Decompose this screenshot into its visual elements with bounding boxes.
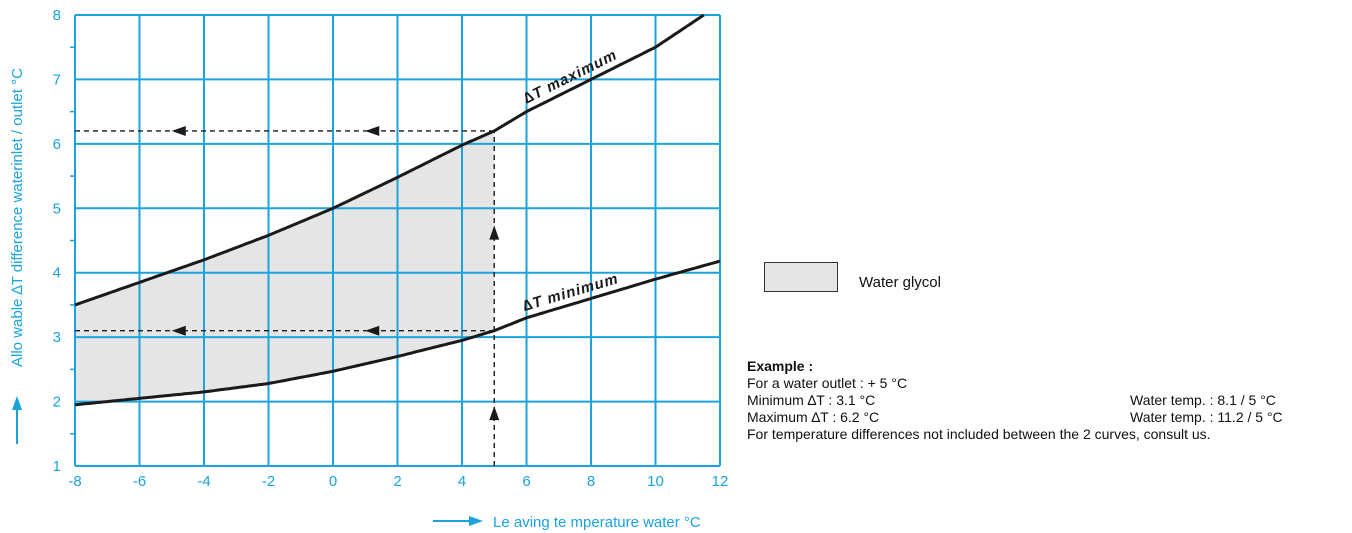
guide-arrow-left [365,325,380,336]
guide-arrow-left [171,125,186,136]
y-axis-title: Allo wable ∆T difference waterinlet / ou… [9,68,26,367]
x-axis-arrow-head [469,516,483,526]
y-tick-label: 3 [53,329,61,346]
x-tick-label: 6 [522,473,530,490]
series-label-delta-t-maximum: ∆T maximum [521,46,620,107]
example-footer: For temperature differences not included… [747,426,1211,442]
series-line-delta-t-minimum [74,259,721,407]
guide-arrow-left [171,325,186,336]
y-tick-label: 4 [53,265,61,282]
x-tick-label: -2 [262,473,275,490]
x-tick-label: 0 [329,473,337,490]
example-line-outlet: For a water outlet : + 5 °C [747,375,908,391]
guide-arrow-up [489,406,500,421]
example-min-water: Water temp. : 8.1 / 5 °C [1130,392,1276,408]
shaded-region-water-glycol [75,130,495,405]
legend-swatch-water-glycol [764,262,838,292]
y-axis-arrow-head [12,396,22,410]
x-tick-label: 2 [393,473,401,490]
x-tick-label: 4 [458,473,466,490]
y-tick-label: 1 [53,458,61,475]
x-tick-label: -6 [133,473,146,490]
example-min-label: Minimum ∆T : 3.1 °C [747,392,876,408]
x-tick-label: 8 [587,473,595,490]
x-axis-title: Le aving te mperature water °C [493,514,701,531]
y-tick-label: 6 [53,136,61,153]
example-max-label: Maximum ∆T : 6.2 °C [747,409,880,425]
example-row-maximum: Maximum ∆T : 6.2 °C Water temp. : 11.2 /… [747,409,1345,426]
x-tick-label: -8 [68,473,81,490]
example-title: Example : [747,358,814,374]
guide-arrow-left [365,125,380,136]
legend-label: Water glycol [859,274,941,291]
x-tick-label: -4 [197,473,210,490]
x-tick-label: 10 [647,473,664,490]
guide-arrow-up [489,225,500,240]
series-line-delta-t-maximum [74,13,705,307]
example-block: Example : For a water outlet : + 5 °C Mi… [747,358,1345,443]
y-tick-label: 5 [53,200,61,217]
y-tick-label: 8 [53,7,61,24]
example-row-minimum: Minimum ∆T : 3.1 °C Water temp. : 8.1 / … [747,392,1345,409]
y-tick-label: 7 [53,71,61,88]
example-max-water: Water temp. : 11.2 / 5 °C [1130,409,1283,425]
x-tick-label: 12 [712,473,729,490]
y-tick-label: 2 [53,394,61,411]
